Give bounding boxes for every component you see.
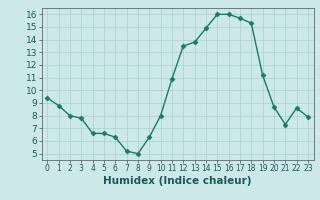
X-axis label: Humidex (Indice chaleur): Humidex (Indice chaleur) xyxy=(103,176,252,186)
